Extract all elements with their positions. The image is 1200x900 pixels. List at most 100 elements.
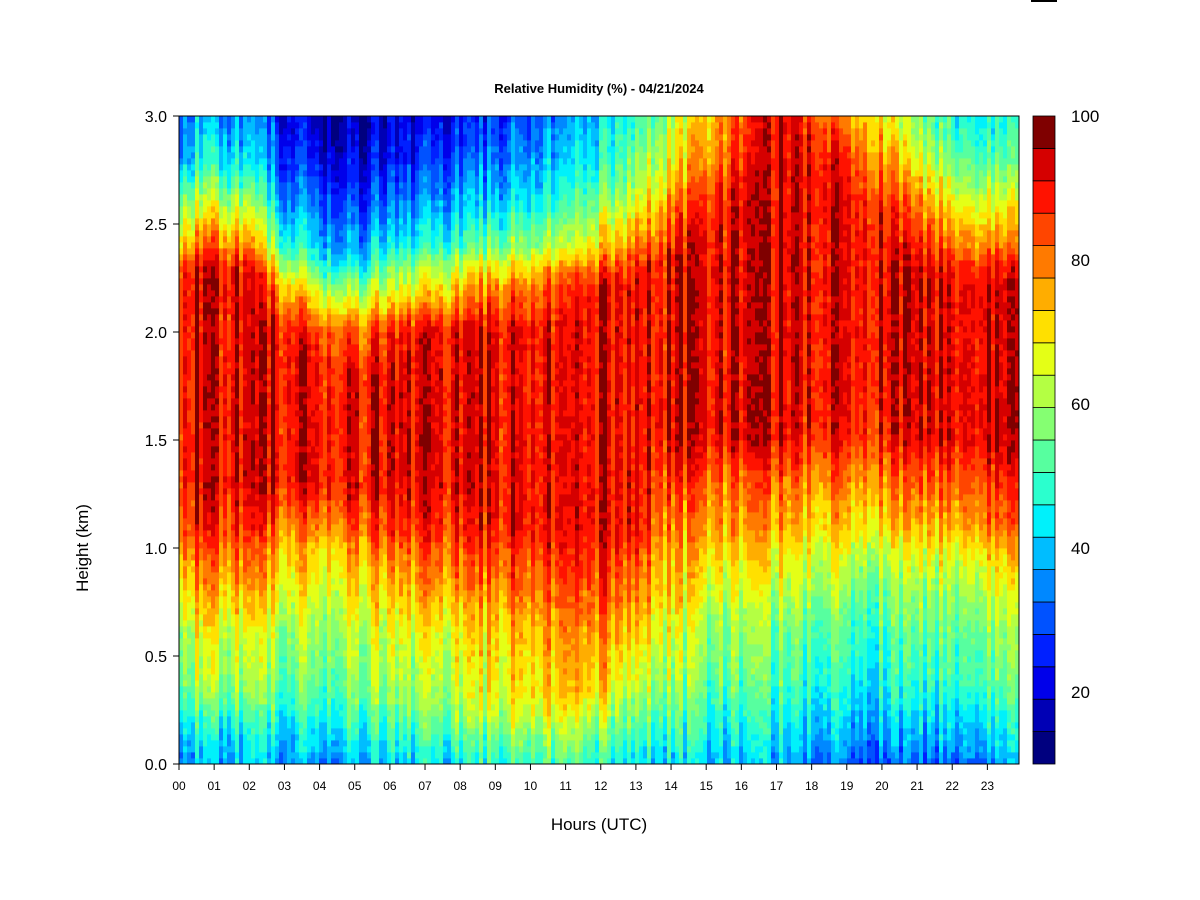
heat-cell-2267 [363,182,367,194]
heat-cell-4363 [539,734,543,752]
heat-cell-203 [195,608,199,614]
heat-cell-4840 [575,188,579,212]
heat-cell-2134 [351,116,355,122]
heat-cell-3763 [487,470,491,476]
heat-cell-3072 [431,362,435,386]
heat-cell-1626 [311,314,315,326]
heat-cell-4504 [547,170,551,194]
heat-cell-2902 [415,152,419,170]
heat-cell-2273 [363,116,367,146]
heat-cell-1256 [283,518,287,536]
heat-cell-3985 [503,122,507,128]
heat-cell-823 [247,602,251,614]
heat-cell-4079 [511,122,515,164]
heat-cell-883 [251,440,255,470]
heat-cell-2591 [391,290,395,302]
heat-cell-2148 [355,620,359,632]
heat-cell-263 [199,230,203,248]
heat-cell-3414 [459,692,463,704]
heat-cell-3635 [475,368,479,374]
heat-cell-501 [219,314,223,320]
heat-cell-761 [239,116,243,128]
heat-cell-351 [207,392,211,398]
heat-cell-4971 [587,398,591,416]
heat-cell-4882 [579,224,583,236]
heat-cell-4769 [571,476,575,482]
heat-cell-3396 [455,296,459,308]
heat-cell-2604 [391,146,395,152]
heat-cell-117 [187,482,191,524]
heat-cell-4474 [547,626,551,638]
heat-cell-2585 [391,380,395,386]
heat-cell-365 [207,188,211,200]
heat-cell-961 [259,656,263,662]
heat-cell-930 [255,428,259,434]
heat-cell-1128 [271,272,275,284]
heat-cell-650 [231,320,235,374]
heat-cell-4585 [555,380,559,386]
heat-cell-1816 [327,332,331,338]
heat-cell-4651 [559,116,563,134]
heat-cell-3492 [463,284,467,290]
heat-cell-4684 [563,326,567,356]
heat-cell-515 [219,116,223,128]
heat-cell-4171 [523,752,527,764]
heat-cell-3464 [463,650,467,656]
heat-cell-1007 [263,674,267,692]
heat-cell-4981 [587,302,591,308]
heat-cell-2750 [403,200,407,224]
heat-cell-3045 [427,194,431,200]
heat-cell-1665 [315,446,319,452]
heat-cell-2315 [367,146,371,152]
heat-cell-3653 [475,152,479,176]
heat-cell-349 [207,422,211,428]
heat-cell-4399 [539,320,543,326]
heat-cell-2979 [423,404,427,470]
heat-cell-2080 [347,128,351,134]
heat-cell-4980 [587,308,591,332]
heat-cell-3482 [463,494,467,500]
heat-cell-368 [207,140,211,170]
heat-cell-2656 [399,722,403,740]
heat-cell-3879 [495,158,499,164]
heat-cell-4671 [563,530,567,536]
heat-cell-4278 [531,566,535,602]
heat-cell-3249 [443,242,447,248]
heat-cell-1705 [319,524,323,536]
heat-cell-3851 [495,548,499,554]
heat-cell-4102 [515,446,519,452]
heat-cell-1263 [283,416,287,422]
heat-cell-4574 [555,506,559,512]
heat-cell-3353 [451,122,455,152]
heat-cell-2908 [419,710,423,728]
heat-cell-2206 [359,350,363,368]
heat-cell-1878 [331,266,335,272]
heat-cell-1587 [307,212,311,230]
heat-cell-2032 [347,626,351,668]
heat-cell-3590 [471,398,475,482]
heat-cell-2649 [395,164,399,176]
heat-cell-2201 [359,482,363,488]
heat-cell-1131 [271,236,275,254]
heat-cell-4521 [551,608,555,620]
heat-cell-114 [187,536,191,548]
heat-cell-2537 [387,326,391,332]
heat-cell-4176 [523,704,527,722]
heat-cell-4924 [583,320,587,326]
heat-cell-547 [223,404,227,416]
heat-cell-317 [203,164,207,176]
heat-cell-3712 [483,602,487,632]
heat-cell-2066 [347,272,351,278]
heat-cell-2035 [347,554,351,572]
heat-cell-3971 [503,284,507,308]
heat-cell-851 [247,188,251,194]
heat-cell-342 [207,536,211,548]
heat-cell-3772 [487,266,491,272]
heat-cell-1197 [279,698,283,704]
heat-cell-3858 [495,446,499,452]
heat-cell-2013 [343,314,347,320]
heat-cell-2274 [367,758,371,764]
heat-cell-2988 [423,302,427,314]
heat-cell-1546 [307,704,311,716]
heat-cell-3180 [439,344,443,350]
